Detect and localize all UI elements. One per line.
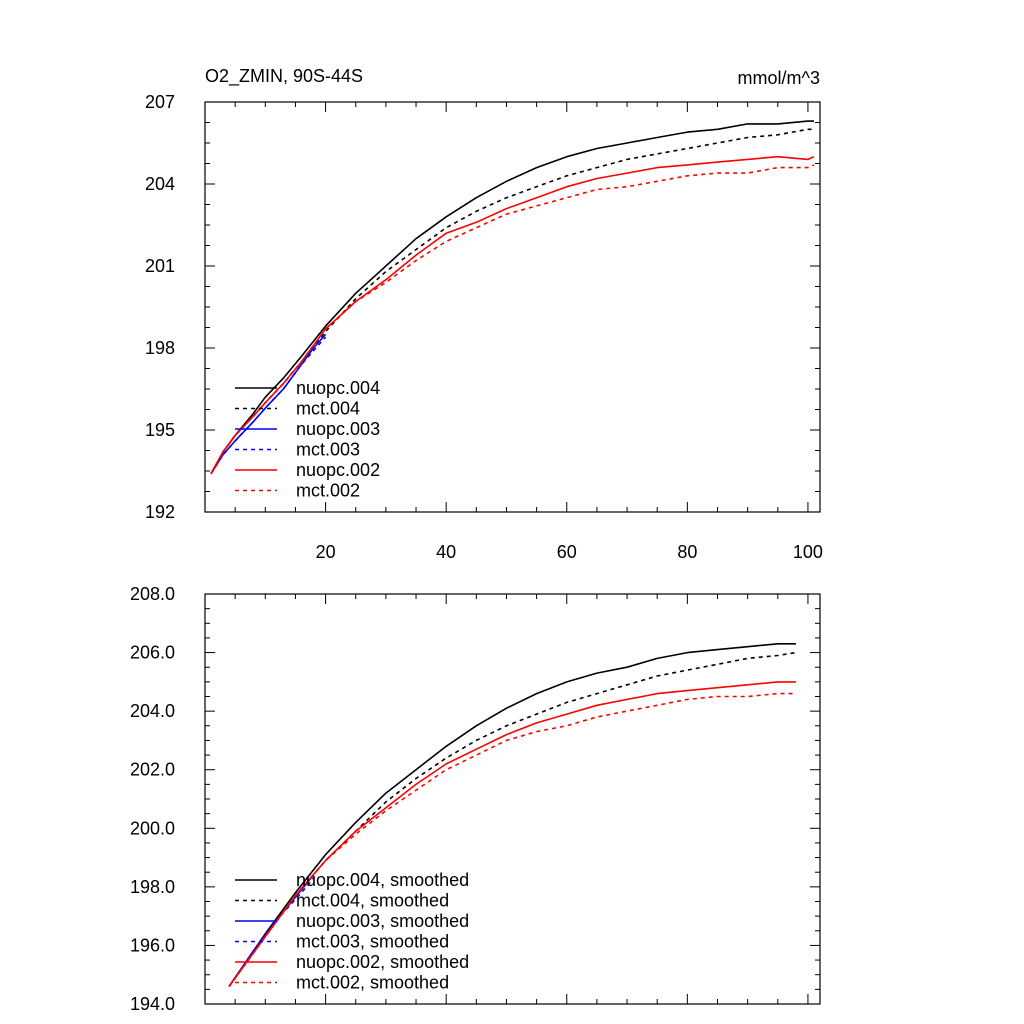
chart-title: O2_ZMIN, 90S-44S <box>205 66 363 87</box>
series-line-nuopc-004-smoothed <box>228 642 796 987</box>
series-line-nuopc-003 <box>210 333 327 475</box>
series-line-mct-004-smoothed <box>228 651 797 987</box>
top-panel: O2_ZMIN, 90S-44S mmol/m^3 20 40 60 80 100 192… <box>145 66 823 562</box>
y-tick-label: 200.0 <box>130 818 175 838</box>
bottom-panel: 194.0 196.0 198.0 200.0 202.0 204.0 206.0 208.0… <box>130 584 821 1014</box>
y-tick-label: 206.0 <box>130 643 175 663</box>
series-line-mct-002 <box>210 164 815 475</box>
legend-label: nuopc.004, smoothed <box>296 870 469 890</box>
legend-label: mct.002 <box>296 481 360 501</box>
y-tick-label: 204 <box>145 174 175 194</box>
y-tick-label: 202.0 <box>130 760 175 780</box>
y-tick-label: 192 <box>145 502 175 522</box>
x-tick-label: 100 <box>793 542 823 562</box>
x-tick-label: 80 <box>677 542 697 562</box>
legend-label: mct.004, smoothed <box>296 891 449 911</box>
legend-label: nuopc.004 <box>296 378 380 398</box>
y-tick-label: 196.0 <box>130 935 175 955</box>
y-tick-label: 204.0 <box>130 701 175 721</box>
series-line-mct-002-smoothed <box>228 692 796 987</box>
y-tick-label: 195 <box>145 420 175 440</box>
y-tick-label: 208.0 <box>130 584 175 604</box>
x-tick-label: 20 <box>316 542 336 562</box>
series-line-nuopc-004 <box>210 120 814 475</box>
x-tick-label: 40 <box>436 542 456 562</box>
y-tick-label: 194.0 <box>130 994 175 1014</box>
legend-label: nuopc.002, smoothed <box>296 952 469 972</box>
legend-label: mct.004 <box>296 399 360 419</box>
legend-label: mct.003, smoothed <box>296 932 449 952</box>
legend-label: mct.002, smoothed <box>296 973 449 993</box>
legend-label: nuopc.002 <box>296 460 380 480</box>
series-line-mct-003 <box>210 336 327 475</box>
legend-label: nuopc.003, smoothed <box>296 911 469 931</box>
y-tick-label: 201 <box>145 256 175 276</box>
y-tick-label: 207 <box>145 92 175 112</box>
y-tick-label: 198.0 <box>130 877 175 897</box>
units-label: mmol/m^3 <box>738 68 820 88</box>
x-tick-label: 60 <box>557 542 577 562</box>
y-tick-label: 198 <box>145 338 175 358</box>
legend-label: mct.003 <box>296 440 360 460</box>
series-line-nuopc-002-smoothed <box>228 681 796 987</box>
legend-label: nuopc.003 <box>296 419 380 439</box>
